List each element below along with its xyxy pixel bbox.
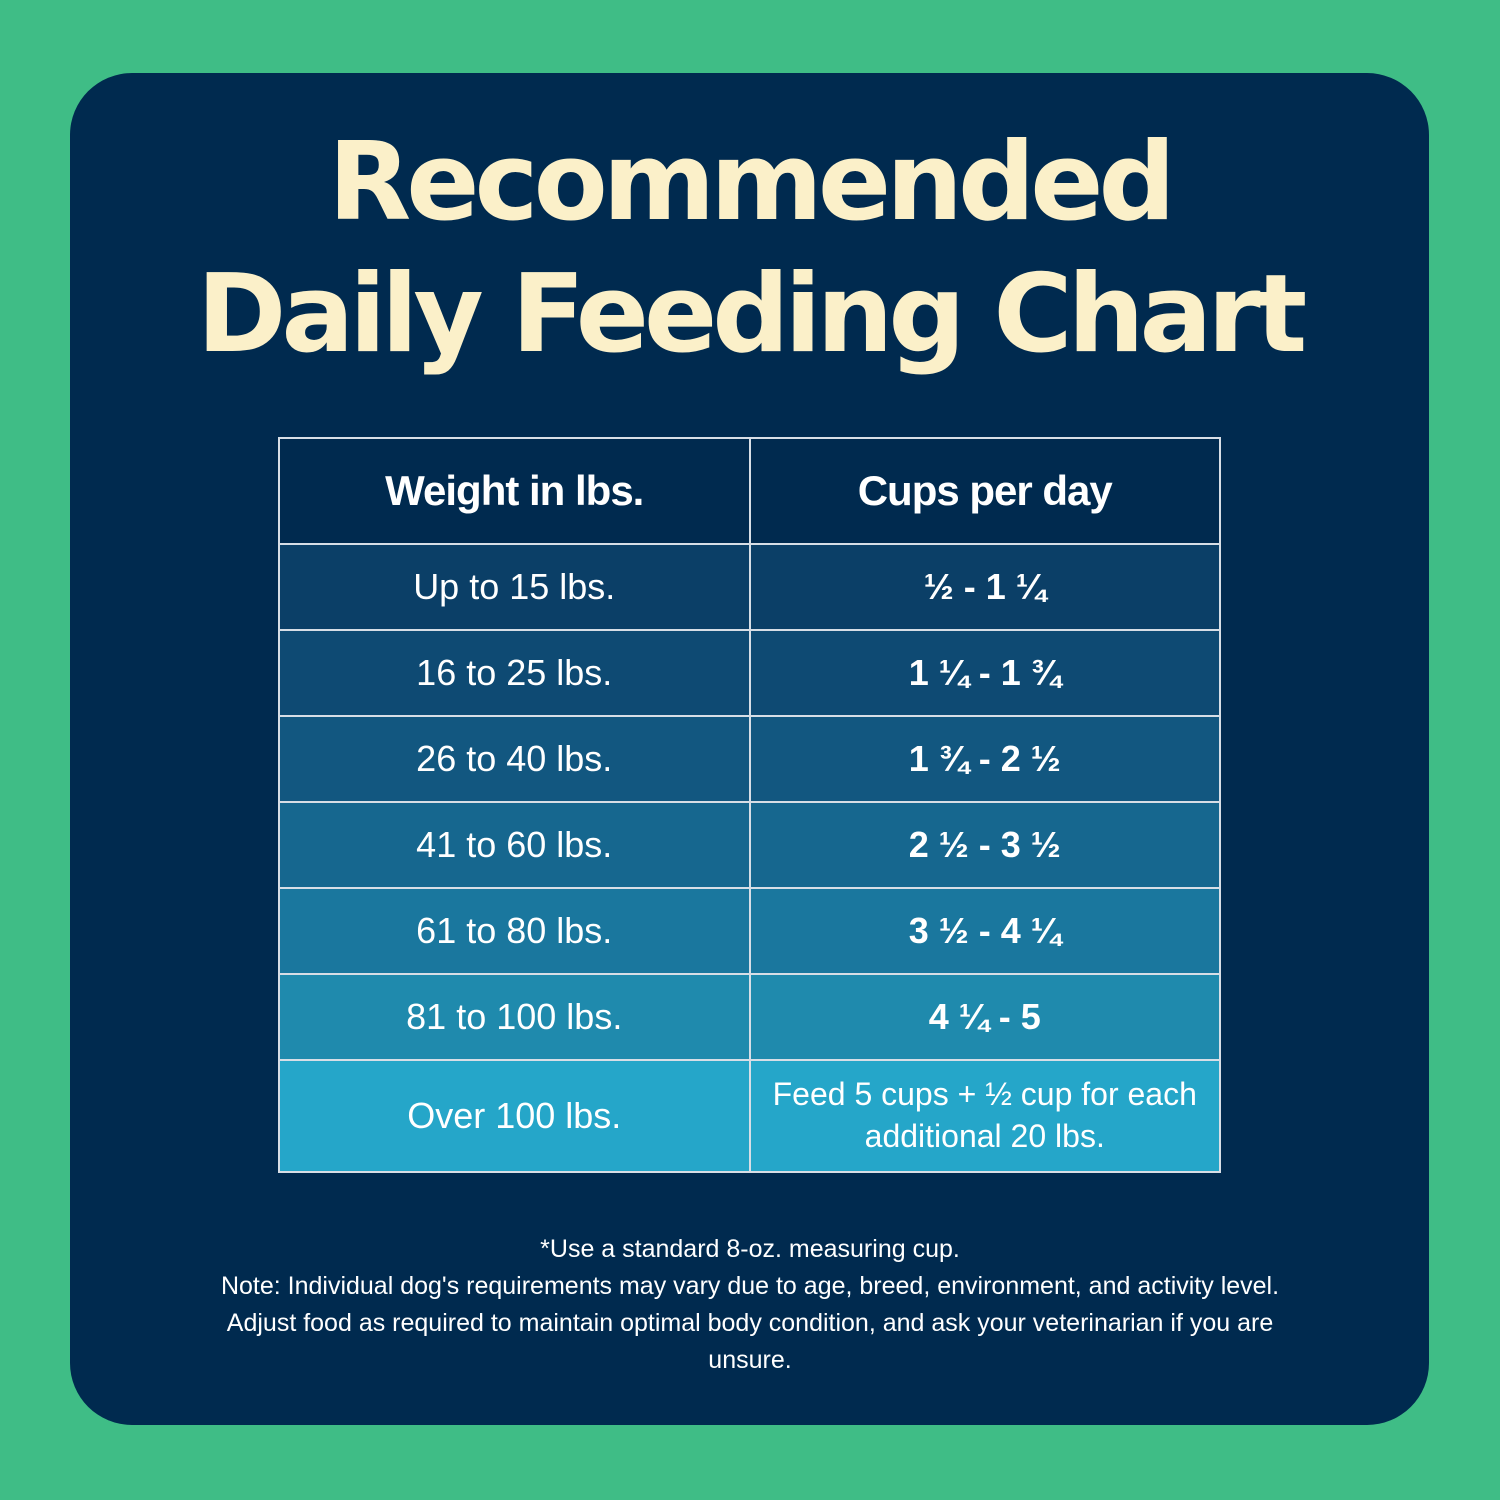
cups-cell: 3 ½ - 4 ¼ [748, 887, 1221, 975]
feeding-notes: *Use a standard 8-oz. measuring cup. Not… [200, 1231, 1300, 1379]
header-cups: Cups per day [748, 437, 1221, 545]
table-row: 41 to 60 lbs. 2 ½ - 3 ½ [278, 801, 1221, 889]
table-row: Over 100 lbs. Feed 5 cups + ½ cup for ea… [278, 1059, 1221, 1173]
title-line-2: Daily Feeding Chart [196, 252, 1308, 377]
feeding-chart-card: Recommended Daily Feeding Chart Weight i… [70, 73, 1429, 1425]
table-row: 61 to 80 lbs. 3 ½ - 4 ¼ [278, 887, 1221, 975]
cups-cell: Feed 5 cups + ½ cup for each additional … [748, 1059, 1221, 1173]
title-line-1: Recommended [328, 120, 1176, 245]
cups-cell: ½ - 1 ¼ [748, 543, 1221, 631]
table-row: 16 to 25 lbs. 1 ¼ - 1 ¾ [278, 629, 1221, 717]
weight-cell: 81 to 100 lbs. [278, 973, 751, 1061]
requirements-note: Note: Individual dog's requirements may … [220, 1272, 1280, 1374]
cups-cell: 4 ¼ - 5 [748, 973, 1221, 1061]
table-row: 26 to 40 lbs. 1 ¾ - 2 ½ [278, 715, 1221, 803]
table-row: 81 to 100 lbs. 4 ¼ - 5 [278, 973, 1221, 1061]
cups-cell: 1 ¾ - 2 ½ [748, 715, 1221, 803]
header-weight: Weight in lbs. [278, 437, 751, 545]
feeding-table: Weight in lbs. Cups per day Up to 15 lbs… [278, 437, 1221, 1173]
table-row: Up to 15 lbs. ½ - 1 ¼ [278, 543, 1221, 631]
cups-cell: 1 ¼ - 1 ¾ [748, 629, 1221, 717]
cups-cell: 2 ½ - 3 ½ [748, 801, 1221, 889]
weight-cell: 16 to 25 lbs. [278, 629, 751, 717]
table-header-row: Weight in lbs. Cups per day [278, 437, 1221, 545]
weight-cell: Up to 15 lbs. [278, 543, 751, 631]
measuring-cup-note: *Use a standard 8-oz. measuring cup. [540, 1235, 960, 1263]
weight-cell: 26 to 40 lbs. [278, 715, 751, 803]
weight-cell: 41 to 60 lbs. [278, 801, 751, 889]
weight-cell: 61 to 80 lbs. [278, 887, 751, 975]
weight-cell: Over 100 lbs. [278, 1059, 751, 1173]
